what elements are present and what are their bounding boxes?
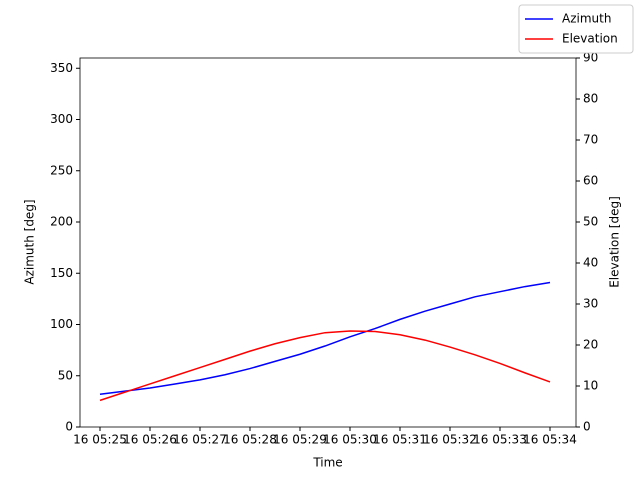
x-tick-label: 16 05:30	[323, 433, 377, 447]
y2-axis-label: Elevation [deg]	[608, 196, 622, 288]
y-tick-label: 150	[50, 266, 73, 280]
y-tick-label: 200	[50, 215, 73, 229]
y2-tick-label: 90	[583, 51, 598, 65]
legend-label: Elevation	[562, 32, 618, 46]
y2-tick-label: 10	[583, 379, 598, 393]
y-tick-label: 300	[50, 112, 73, 126]
x-tick-label: 16 05:29	[273, 433, 327, 447]
y2-tick-label: 40	[583, 256, 598, 270]
legend-label: Azimuth	[562, 12, 611, 26]
y2-tick-label: 0	[583, 420, 591, 434]
y-tick-label: 250	[50, 163, 73, 177]
y-tick-label: 100	[50, 317, 73, 331]
y2-tick-label: 50	[583, 215, 598, 229]
x-tick-label: 16 05:25	[73, 433, 127, 447]
y2-tick-label: 60	[583, 174, 598, 188]
y2-tick-label: 30	[583, 297, 598, 311]
y-tick-label: 0	[65, 420, 73, 434]
y-tick-label: 50	[58, 368, 73, 382]
x-tick-label: 16 05:26	[123, 433, 177, 447]
data-line	[99, 281, 551, 395]
plot-frame	[79, 57, 577, 428]
x-tick-label: 16 05:31	[373, 433, 427, 447]
x-tick-label: 16 05:33	[473, 433, 527, 447]
x-tick-label: 16 05:27	[173, 433, 227, 447]
y2-tick-label: 80	[583, 92, 598, 106]
y2-tick-label: 70	[583, 133, 598, 147]
y-tick-label: 350	[50, 61, 73, 75]
data-line	[99, 330, 551, 402]
y2-tick-label: 20	[583, 338, 598, 352]
x-tick-label: 16 05:28	[223, 433, 277, 447]
legend-box	[518, 4, 634, 54]
y-axis-label: Azimuth [deg]	[23, 199, 37, 284]
x-tick-label: 16 05:32	[423, 433, 477, 447]
x-axis-label: Time	[312, 456, 342, 470]
x-tick-label: 16 05:34	[523, 433, 577, 447]
